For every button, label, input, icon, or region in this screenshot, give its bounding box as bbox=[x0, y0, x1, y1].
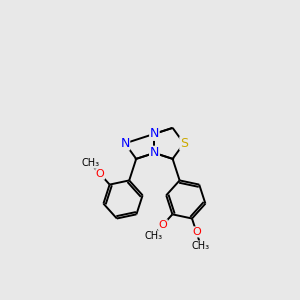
Text: CH₃: CH₃ bbox=[81, 158, 99, 168]
Text: CH₃: CH₃ bbox=[192, 241, 210, 251]
Text: O: O bbox=[192, 227, 201, 237]
Text: N: N bbox=[150, 146, 159, 159]
Text: CH₃: CH₃ bbox=[144, 231, 162, 241]
Text: N: N bbox=[120, 137, 130, 150]
Text: S: S bbox=[180, 137, 188, 150]
Text: N: N bbox=[150, 127, 159, 140]
Text: O: O bbox=[159, 220, 167, 230]
Text: O: O bbox=[96, 169, 104, 179]
Text: N: N bbox=[150, 146, 159, 159]
